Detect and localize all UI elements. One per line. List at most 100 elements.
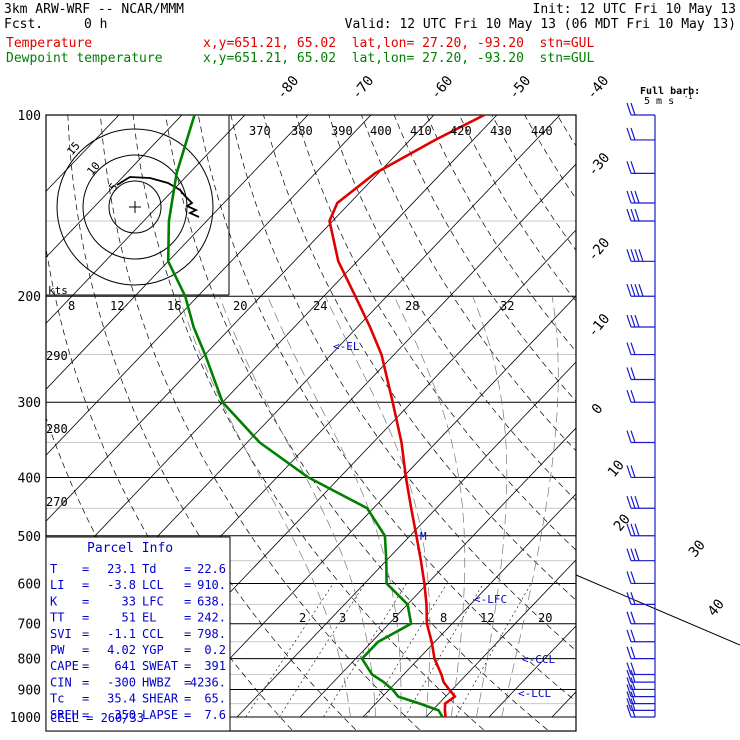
wind-barb-flag (626, 662, 632, 675)
wind-barb-flag (626, 691, 632, 704)
parcel-value: 51 (122, 611, 136, 625)
wind-barb-flag (630, 677, 636, 690)
dry-adiabat-340 (263, 115, 576, 601)
isotherm-0 (299, 427, 576, 718)
isotherm-label--30: -30 (585, 150, 614, 180)
barb-legend-value: 5 m s (644, 96, 674, 107)
wind-barb-flag (626, 496, 632, 509)
parcel-value: -300 (107, 675, 136, 689)
theta-e-label: 430 (490, 124, 512, 138)
mixing-ratio-label-low: 5 (392, 611, 399, 625)
isotherm-label-30: 30 (686, 537, 709, 560)
parcel-key: YGP (142, 643, 164, 657)
mixing-ratio-line-12 (404, 583, 484, 718)
parcel-key: SHEAR (142, 692, 179, 706)
parcel-equals: = (184, 611, 191, 625)
parcel-value: 4236. (190, 675, 226, 689)
wind-barb (626, 430, 655, 444)
wind-barb (626, 684, 655, 698)
wind-barb-flag (626, 646, 632, 659)
parcel-equals: = (184, 627, 191, 641)
isotherm--100 (46, 115, 246, 324)
wind-barb (626, 698, 655, 711)
dry-adiabat-430 (556, 115, 576, 147)
moist-adiabat-20 (324, 296, 431, 718)
isotherm-50 (615, 115, 740, 717)
dry-adiabat-380 (393, 115, 576, 402)
parcel-key: EL (142, 611, 156, 625)
wind-barb-flag (630, 367, 636, 380)
wind-barb-flag (626, 127, 632, 141)
moist-adiabat-16 (267, 296, 402, 718)
mixing-ratio-line-5 (323, 583, 407, 718)
wind-barb (626, 102, 655, 116)
parcel-equals: = (82, 675, 89, 689)
parcel-level-annotation: <-LCL (518, 687, 551, 700)
wind-barb-flag (634, 208, 640, 222)
barb-legend-exponent: -1 (684, 93, 692, 101)
parcel-equals: = (184, 659, 191, 673)
wind-barb-flag (626, 677, 632, 690)
pressure-label-400: 400 (18, 471, 41, 486)
parcel-equals: = (82, 659, 89, 673)
parcel-key: SVI (50, 627, 72, 641)
wind-barb-flag (634, 249, 640, 262)
wind-barb-flag (626, 390, 632, 403)
isotherm--80 (46, 115, 372, 456)
isotherm-20 (425, 559, 576, 718)
isotherm--10 (236, 361, 576, 718)
wind-barb-flag (630, 284, 636, 297)
wind-barb (626, 677, 655, 691)
hodograph-ring-label: 10 (84, 159, 102, 178)
parcel-equals: = (184, 692, 191, 706)
mixing-ratio-label: 12 (110, 299, 124, 313)
wind-barb-flag (626, 190, 632, 204)
wind-barb-flag (634, 314, 640, 328)
parcel-key: Tc (50, 692, 64, 706)
parcel-key: SREH (50, 708, 79, 722)
dry-adiabat-310 (165, 115, 548, 731)
dry-adiabat-360 (328, 115, 576, 501)
wind-barb-flag (630, 465, 636, 478)
wind-barb-flag (626, 704, 632, 718)
theta-e-label: 420 (450, 124, 472, 138)
mixing-ratio-label: 16 (167, 299, 181, 313)
isotherm-30 (488, 625, 576, 718)
dewpoint-legend: Dewpoint temperature (6, 51, 163, 66)
parcel-key: PW (50, 643, 65, 657)
wind-barb-flag (626, 367, 632, 380)
wind-barb-flag (630, 646, 636, 659)
dry-adiabat-290 (100, 115, 420, 731)
isotherm-label--60: -60 (428, 73, 457, 103)
wind-barb (626, 662, 655, 676)
dry-adiabat-320 (197, 115, 576, 702)
wind-barb-flag (630, 390, 636, 403)
wind-barb-flag (626, 611, 632, 624)
parcel-key: CCL (142, 627, 164, 641)
parcel-value: 641 (114, 659, 136, 673)
parcel-key: HWBZ (142, 675, 171, 689)
parcel-key: Td (142, 562, 156, 576)
parcel-equals: = (82, 692, 89, 706)
wind-barb (626, 629, 655, 643)
isotherm-label--40: -40 (584, 73, 613, 103)
wind-barb-flag (626, 208, 632, 222)
parcel-level-annotation: <-EL (333, 340, 360, 353)
mixing-ratio-line-8 (365, 583, 448, 718)
wind-barb (626, 284, 655, 297)
isotherm--60 (46, 115, 498, 588)
forecast-label: Fcst. (4, 17, 44, 32)
wind-barb (626, 611, 655, 625)
mixing-ratio-line-2 (245, 583, 334, 718)
wind-barb-flag (630, 208, 636, 222)
valid-time: Valid: 12 UTC Fri 10 May 13 (06 MDT Fri … (344, 17, 736, 32)
mixing-ratio-label: 8 (68, 299, 75, 313)
forecast-hour: 0 h (84, 17, 108, 32)
barb-legend-title: Full barb: (640, 86, 700, 97)
pressure-label-300: 300 (18, 396, 41, 411)
pressure-label-600: 600 (18, 577, 41, 592)
moist-adiabat-24 (393, 296, 466, 718)
theta-e-label: 410 (410, 124, 432, 138)
hodograph-ring (56, 128, 214, 286)
parcel-value: 65. (204, 692, 226, 706)
